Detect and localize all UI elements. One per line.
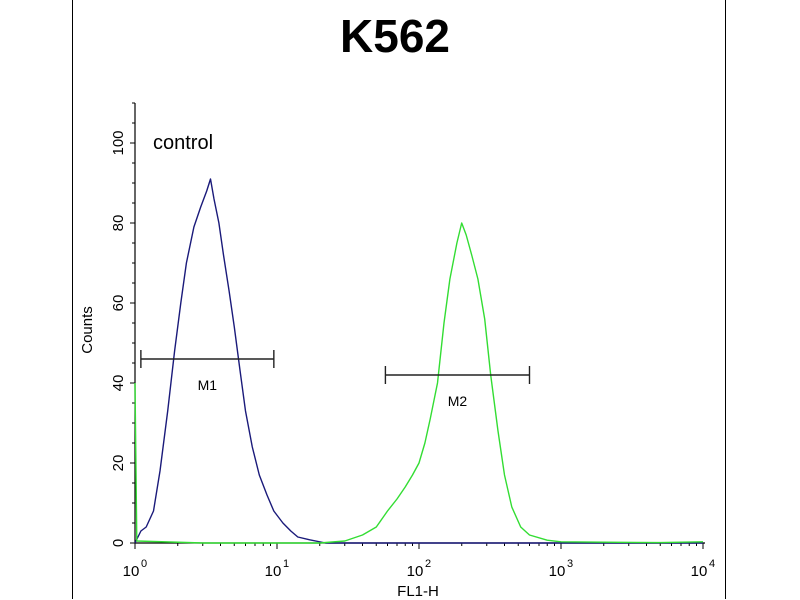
x-tick-label: 10 1 bbox=[265, 558, 289, 580]
marker-label: M1 bbox=[198, 377, 218, 393]
series-layer bbox=[134, 178, 704, 544]
x-tick-exponent: 2 bbox=[425, 558, 431, 570]
x-tick-base: 10 bbox=[407, 563, 424, 580]
marker-m2: M2 bbox=[384, 366, 531, 409]
x-tick-exponent: 3 bbox=[567, 558, 573, 570]
axes bbox=[130, 102, 705, 549]
x-tick-base: 10 bbox=[549, 563, 566, 580]
x-tick-base: 10 bbox=[691, 563, 708, 580]
x-tick-label: 10 2 bbox=[407, 558, 431, 580]
x-tick-exponent: 0 bbox=[141, 558, 147, 570]
y-tick-label: 40 bbox=[110, 375, 127, 392]
control-annotation: control bbox=[153, 132, 213, 154]
x-tick-label: 10 4 bbox=[691, 558, 715, 580]
chart-title: K562 bbox=[340, 10, 450, 62]
x-tick-labels: 10 0 10 1 10 2 10 3 10 4 bbox=[123, 558, 715, 580]
x-axis-label: FL1-H bbox=[397, 583, 439, 600]
chart-frame bbox=[72, 0, 726, 599]
y-tick-label: 0 bbox=[110, 539, 127, 547]
y-tick-label: 60 bbox=[110, 295, 127, 312]
y-tick-labels: 0 20 40 60 80 100 bbox=[110, 130, 127, 547]
x-tick-exponent: 1 bbox=[283, 558, 289, 570]
y-tick-label: 80 bbox=[110, 215, 127, 232]
x-tick-label: 10 3 bbox=[549, 558, 573, 580]
marker-m1: M1 bbox=[140, 350, 275, 393]
x-tick-base: 10 bbox=[265, 563, 282, 580]
marker-label: M2 bbox=[448, 393, 468, 409]
series-line-1 bbox=[134, 222, 704, 544]
y-axis-label: Counts bbox=[79, 306, 96, 354]
series-line-0 bbox=[134, 178, 703, 544]
x-tick-exponent: 4 bbox=[709, 558, 715, 570]
y-tick-label: 100 bbox=[110, 130, 127, 155]
x-tick-label: 10 0 bbox=[123, 558, 147, 580]
markers-layer: M1 M2 bbox=[140, 350, 531, 409]
x-tick-base: 10 bbox=[123, 563, 140, 580]
y-tick-label: 20 bbox=[110, 455, 127, 472]
